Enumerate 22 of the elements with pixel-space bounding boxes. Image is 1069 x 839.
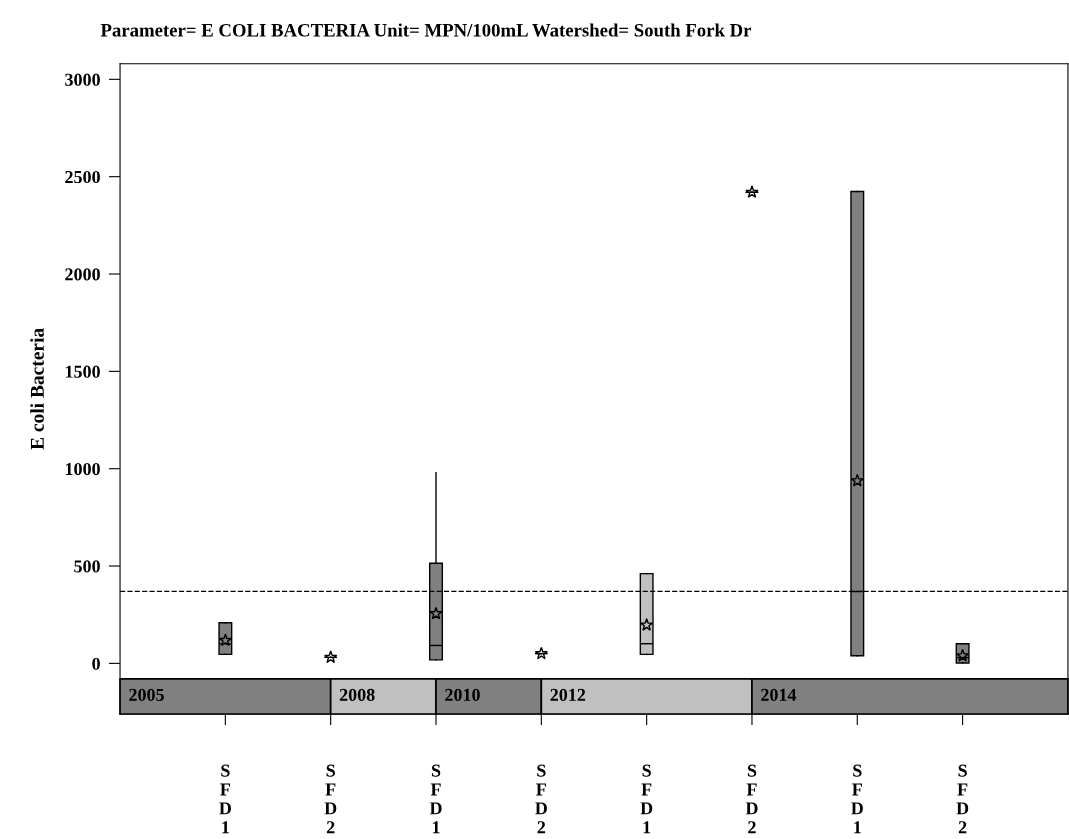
- annotation: 2008: [339, 688, 375, 701]
- x-tick-label: SFD2: [956, 764, 969, 834]
- y-tick-label: 2500: [65, 170, 100, 184]
- x-tick-label: SFD1: [219, 764, 232, 834]
- y-tick-label: 500: [74, 560, 100, 573]
- annotation: 2012: [550, 688, 586, 701]
- y-tick-label: 0: [92, 657, 100, 670]
- x-tick-label: SFD2: [324, 764, 337, 834]
- y-axis-title: E coli Bacteria: [30, 328, 44, 450]
- y-tick-label: 2000: [65, 268, 100, 281]
- x-tick-label: SFD1: [851, 764, 863, 834]
- x-tick-label: SFD1: [640, 764, 653, 834]
- x-tick-label: SFD1: [429, 764, 442, 834]
- annotation: 2014: [761, 688, 797, 701]
- y-tick-label: 3000: [65, 73, 100, 86]
- y-tick-label: 1000: [65, 462, 100, 476]
- annotation: 2005: [129, 688, 164, 701]
- x-tick-label: SFD2: [535, 764, 547, 834]
- x-tick-label: SFD2: [745, 764, 758, 834]
- chart-title: Parameter= E COLI BACTERIA Unit= MPN/100mL Watershed= South Fork Dr: [100, 23, 752, 37]
- y-tick-label: 1500: [65, 365, 100, 378]
- annotation: 2010: [445, 688, 480, 701]
